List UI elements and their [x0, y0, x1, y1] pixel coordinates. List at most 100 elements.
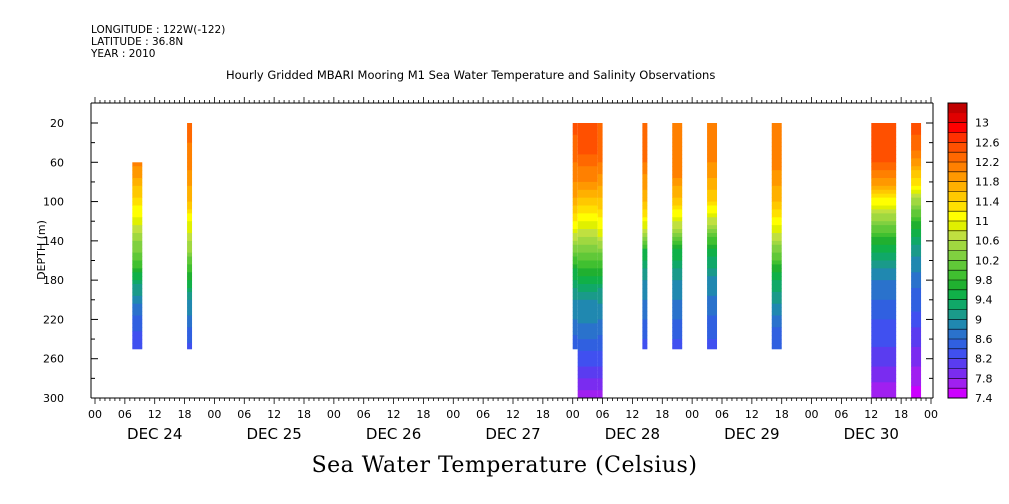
data-cell — [672, 256, 683, 261]
data-cell — [597, 288, 603, 293]
data-cell — [642, 225, 648, 230]
data-cell — [597, 390, 603, 395]
data-cell — [911, 197, 922, 202]
data-cell — [132, 311, 143, 316]
data-cell — [911, 252, 922, 257]
data-cell — [597, 339, 603, 344]
colorbar-label: 7.4 — [975, 392, 993, 405]
data-cell — [597, 366, 603, 371]
data-cell — [572, 276, 578, 281]
data-cell — [597, 335, 603, 340]
data-cell — [572, 197, 578, 202]
data-cell — [642, 146, 648, 151]
data-cell — [577, 244, 598, 250]
data-cell — [597, 142, 603, 147]
data-cell — [672, 138, 683, 144]
data-cell — [187, 248, 193, 254]
data-cell — [577, 315, 598, 320]
data-cell — [132, 272, 143, 277]
data-cell — [707, 323, 718, 328]
data-cell — [871, 154, 897, 159]
data-cell — [707, 319, 718, 324]
data-cell — [871, 130, 897, 136]
colorbar-segment — [948, 112, 967, 123]
data-cell — [187, 327, 193, 332]
x-hour-label: 12 — [745, 408, 759, 421]
data-cell — [771, 142, 782, 147]
data-cell — [642, 288, 648, 293]
data-cell — [707, 280, 718, 285]
data-cell — [642, 126, 648, 132]
data-cell — [572, 213, 578, 218]
data-cell — [572, 244, 578, 250]
data-cell — [187, 205, 193, 210]
data-cell — [642, 138, 648, 144]
data-cell — [577, 331, 598, 336]
data-cell — [642, 339, 648, 344]
data-cell — [911, 213, 922, 218]
data-cell — [572, 331, 578, 336]
data-cell — [187, 189, 193, 195]
data-cell — [871, 327, 897, 332]
data-cell — [577, 390, 598, 395]
data-cell — [871, 343, 897, 348]
data-cell — [871, 178, 897, 183]
data-cell — [911, 126, 922, 132]
data-cell — [577, 248, 598, 254]
data-cell — [707, 291, 718, 297]
data-cell — [597, 350, 603, 356]
data-cell — [132, 256, 143, 261]
data-cell — [672, 272, 683, 277]
data-cell — [771, 343, 782, 348]
data-column-4 — [577, 123, 598, 399]
data-cell — [187, 260, 193, 265]
data-cell — [572, 189, 578, 195]
data-cell — [187, 126, 193, 132]
data-cell — [597, 299, 603, 305]
data-cell — [577, 162, 598, 167]
data-cell — [187, 158, 193, 163]
data-cell — [597, 170, 603, 175]
data-cell — [672, 213, 683, 218]
y-tick-label: 20 — [50, 117, 64, 130]
data-cell — [597, 185, 603, 191]
data-cell — [707, 335, 718, 340]
colorbar-segment — [948, 289, 967, 300]
data-cell — [597, 268, 603, 273]
data-cell — [642, 252, 648, 257]
data-cell — [187, 170, 193, 175]
data-cell — [672, 130, 683, 136]
data-cell — [597, 229, 603, 234]
data-cell — [572, 162, 578, 167]
data-cell — [707, 134, 718, 140]
data-cell — [132, 284, 143, 289]
data-cell — [187, 339, 193, 344]
data-cell — [707, 276, 718, 281]
data-column-7 — [672, 123, 683, 350]
data-cell — [597, 284, 603, 289]
bottom-title: Sea Water Temperature (Celsius) — [311, 453, 698, 478]
x-hour-label: 00 — [566, 408, 580, 421]
data-cell — [672, 240, 683, 246]
data-cell — [577, 335, 598, 340]
colorbar-label: 9 — [975, 313, 982, 326]
data-cell — [187, 280, 193, 285]
data-cell — [597, 130, 603, 136]
data-cell — [572, 154, 578, 159]
data-cell — [672, 323, 683, 328]
data-cell — [672, 244, 683, 250]
data-cell — [187, 142, 193, 147]
data-cell — [597, 162, 603, 167]
data-cell — [771, 295, 782, 301]
data-cell — [187, 244, 193, 250]
colorbar-label: 9.4 — [975, 294, 993, 307]
data-cell — [771, 288, 782, 293]
data-cell — [187, 331, 193, 336]
data-cell — [871, 233, 897, 238]
data-column-2 — [187, 123, 193, 350]
x-hour-label: 06 — [596, 408, 610, 421]
data-cell — [572, 319, 578, 324]
data-column-3 — [572, 123, 578, 350]
data-cell — [132, 166, 143, 171]
data-cell — [871, 193, 897, 199]
